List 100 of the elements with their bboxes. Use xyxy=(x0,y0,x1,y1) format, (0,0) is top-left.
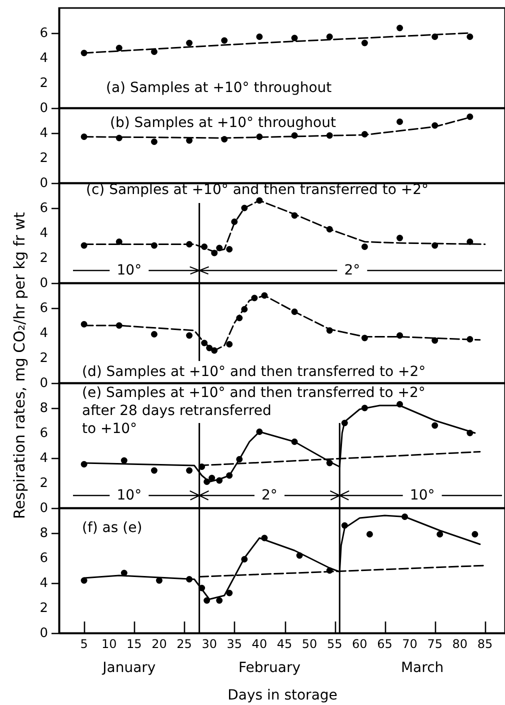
point xyxy=(186,576,193,582)
x-tick-label: 20 xyxy=(152,637,167,651)
annotation: 10° xyxy=(410,488,435,504)
point xyxy=(236,456,243,462)
x-tick-label: 80 xyxy=(452,637,468,651)
y-tick-label: 0 xyxy=(40,176,48,191)
point xyxy=(326,327,333,334)
y-tick-label: 4 xyxy=(40,126,48,141)
point xyxy=(201,340,208,346)
point xyxy=(241,306,248,312)
annotation: 10° xyxy=(116,262,142,278)
y-tick-label: 8 xyxy=(40,526,48,541)
annotation: 10° xyxy=(116,488,142,504)
y-tick-label: 0 xyxy=(40,376,48,391)
point xyxy=(211,347,218,354)
point xyxy=(251,294,258,302)
point xyxy=(341,420,348,426)
y-tick-label: 6 xyxy=(40,301,48,316)
point xyxy=(396,234,404,242)
point xyxy=(241,204,248,212)
y-tick-label: 4 xyxy=(40,576,48,591)
point xyxy=(396,24,404,32)
point xyxy=(326,460,333,466)
point xyxy=(291,132,298,139)
point xyxy=(116,44,122,52)
point xyxy=(150,242,158,249)
point xyxy=(326,34,333,40)
y-axis-title: Respiration rates, mg CO₂/hr per kg fr wt xyxy=(10,212,28,519)
annotation: (b) Samples at +10° throughout xyxy=(110,115,336,131)
x-tick-label: 25 xyxy=(176,637,192,651)
point xyxy=(466,336,474,342)
x-tick-label: 30 xyxy=(202,637,217,651)
point xyxy=(150,138,158,145)
point xyxy=(261,292,268,299)
y-tick-label: 4 xyxy=(40,226,48,241)
x-tick-label: 40 xyxy=(252,637,268,651)
point xyxy=(256,197,263,204)
point xyxy=(326,226,333,232)
point xyxy=(226,341,233,348)
point xyxy=(216,597,223,604)
point xyxy=(120,457,128,464)
x-tick-label: 55 xyxy=(326,637,342,651)
point xyxy=(80,50,88,56)
point xyxy=(432,337,438,344)
point xyxy=(231,218,238,225)
point xyxy=(296,552,303,559)
point xyxy=(236,314,243,322)
point xyxy=(326,567,333,574)
y-tick-label: 4 xyxy=(40,326,48,341)
x-tick-label: 75 xyxy=(427,637,442,651)
point xyxy=(204,478,210,485)
x-tick-label: 60 xyxy=(352,637,368,651)
annotation: 2° xyxy=(344,262,360,278)
y-tick-label: 2 xyxy=(40,476,48,491)
point xyxy=(208,474,216,482)
point xyxy=(396,332,404,339)
y-tick-label: 8 xyxy=(40,401,48,416)
point xyxy=(241,556,248,562)
point xyxy=(341,522,348,529)
point xyxy=(432,422,438,429)
point xyxy=(361,40,368,46)
y-tick-label: 6 xyxy=(40,201,48,216)
annotation: 2° xyxy=(262,488,278,504)
y-tick-label: 4 xyxy=(40,51,48,66)
y-tick-label: 2 xyxy=(40,151,48,166)
point xyxy=(226,246,233,252)
x-tick-label: 65 xyxy=(377,637,392,651)
point xyxy=(116,238,122,245)
point xyxy=(361,334,368,342)
y-tick-label: 2 xyxy=(40,601,48,616)
y-tick-label: 6 xyxy=(40,426,48,441)
text: January xyxy=(102,660,156,676)
y-tick-label: 4 xyxy=(40,451,48,466)
text: February xyxy=(238,660,300,676)
point xyxy=(396,118,404,125)
y-tick-label: 6 xyxy=(40,551,48,566)
point xyxy=(186,332,193,339)
x-tick-label: 10 xyxy=(101,637,117,651)
point xyxy=(80,134,88,140)
point xyxy=(466,238,474,245)
point xyxy=(432,34,438,40)
y-tick-label: 6 xyxy=(40,26,48,41)
y-tick-label: 2 xyxy=(40,351,48,366)
y-tick-label: 0 xyxy=(40,276,48,291)
point xyxy=(80,461,88,468)
point xyxy=(221,37,228,44)
point xyxy=(466,114,474,120)
x-tick-label: 35 xyxy=(226,637,242,651)
point xyxy=(291,438,298,445)
point xyxy=(120,570,128,576)
point xyxy=(291,308,298,315)
point xyxy=(150,467,158,474)
x-tick-label: 45 xyxy=(276,637,292,651)
x-tick-label: 85 xyxy=(477,637,493,651)
annotation: (a) Samples at +10° throughout xyxy=(106,80,332,96)
point xyxy=(186,40,193,46)
x-tick-label: 15 xyxy=(126,637,142,651)
text: March xyxy=(400,660,444,676)
x-tick-label: 70 xyxy=(402,637,418,651)
point xyxy=(206,344,213,352)
